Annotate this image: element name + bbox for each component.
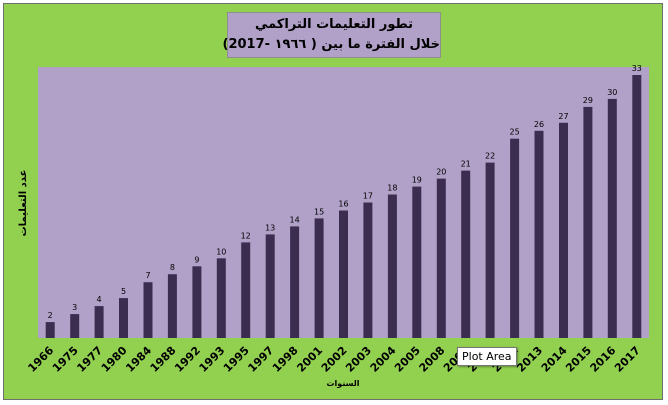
data-label-2009: 21 [461, 160, 471, 169]
chart-title-line-2: خلال الفترة ما بين ( ١٩٦٦ -2017) [222, 37, 440, 52]
x-tick-label-2005: 2005 [392, 344, 423, 375]
data-label-2003: 17 [363, 192, 373, 201]
data-label-2013: 26 [534, 120, 544, 129]
y-axis-title: عدد التعليمات [18, 170, 29, 237]
x-tick-label-1992: 1992 [172, 344, 203, 375]
bar-1984[interactable] [143, 282, 153, 338]
data-labels: 2 3 4 5 7 8 9 10 12 13 14 15 16 17 18 19 20 21 22 25 26 27 29 3… [48, 64, 642, 320]
bar-2011[interactable] [510, 138, 520, 338]
x-tick-label-1988: 1988 [148, 344, 179, 375]
bar-2013[interactable] [534, 130, 544, 338]
bar-2015[interactable] [583, 106, 593, 339]
x-tick-label-2016: 2016 [588, 344, 619, 375]
x-tick-label-2015: 2015 [563, 344, 594, 375]
bar-2003[interactable] [363, 202, 373, 339]
data-label-1988: 8 [170, 263, 175, 272]
bar-1997[interactable] [265, 234, 275, 338]
chart-title[interactable]: تطور التعليمات التراكمي خلال الفترة ما ب… [222, 12, 441, 58]
x-tick-label-2008: 2008 [417, 344, 448, 375]
x-tick-label-1984: 1984 [123, 344, 154, 375]
x-axis-tick-labels: 1966197519771980198419881992199319951997… [25, 344, 642, 375]
bar-series [45, 75, 642, 339]
bar-1980[interactable] [119, 298, 128, 338]
bar-2014[interactable] [559, 122, 568, 338]
x-tick-label-2017: 2017 [612, 344, 643, 375]
bar-2004[interactable] [387, 194, 397, 339]
data-label-2005: 19 [412, 176, 422, 185]
x-tick-label-2004: 2004 [368, 344, 399, 375]
bar-1975[interactable] [70, 314, 80, 338]
x-tick-label-1966: 1966 [25, 344, 56, 375]
x-tick-label-2001: 2001 [294, 344, 325, 375]
x-tick-label-2014: 2014 [539, 344, 570, 375]
bar-1998[interactable] [290, 226, 300, 338]
bar-2001[interactable] [314, 218, 324, 338]
data-label-1998: 14 [290, 215, 300, 224]
bar-1992[interactable] [192, 266, 202, 338]
x-tick-label-1993: 1993 [197, 344, 228, 375]
bar-2017[interactable] [632, 75, 642, 338]
bar-1995[interactable] [241, 242, 251, 338]
data-label-1975: 3 [72, 303, 77, 312]
data-label-1977: 4 [97, 295, 102, 304]
data-label-2015: 29 [583, 96, 593, 105]
x-tick-label-2002: 2002 [319, 344, 350, 375]
x-axis-title: السنوات [327, 379, 360, 388]
x-tick-label-1975: 1975 [50, 344, 81, 375]
bar-2008[interactable] [436, 178, 446, 338]
bar-1988[interactable] [167, 274, 177, 338]
data-label-2001: 15 [314, 207, 324, 216]
x-tick-label-2003: 2003 [343, 344, 374, 375]
bar-1966[interactable] [45, 322, 55, 338]
x-tick-label-1997: 1997 [245, 344, 276, 375]
data-label-2017: 33 [632, 64, 642, 73]
data-label-1995: 12 [241, 231, 251, 240]
data-label-1993: 10 [216, 247, 226, 256]
plot-area-tooltip: Plot Area [457, 347, 517, 366]
bar-2005[interactable] [412, 186, 422, 338]
data-label-1980: 5 [121, 287, 126, 296]
data-label-2011: 25 [510, 128, 520, 137]
data-label-2002: 16 [338, 200, 348, 209]
data-label-2016: 30 [607, 88, 617, 97]
data-label-2014: 27 [558, 112, 568, 121]
bar-1977[interactable] [94, 306, 104, 338]
data-label-1997: 13 [265, 223, 275, 232]
x-tick-label-1998: 1998 [270, 344, 301, 375]
data-label-1966: 2 [48, 311, 53, 320]
bar-2010[interactable] [485, 162, 495, 338]
data-label-2010: 22 [485, 152, 495, 161]
x-tick-label-1980: 1980 [99, 344, 130, 375]
bar-2002[interactable] [339, 210, 348, 339]
data-label-1992: 9 [194, 255, 199, 264]
x-tick-label-1977: 1977 [74, 344, 105, 375]
chart-title-line-1: تطور التعليمات التراكمي [254, 17, 414, 32]
data-label-1984: 7 [145, 271, 150, 280]
data-label-2008: 20 [436, 168, 446, 177]
x-tick-label-1995: 1995 [221, 344, 252, 375]
bar-1993[interactable] [216, 258, 226, 338]
data-label-2004: 18 [387, 184, 397, 193]
bar-2016[interactable] [607, 98, 617, 339]
x-tick-label-2013: 2013 [514, 344, 545, 375]
bar-2009[interactable] [461, 170, 471, 338]
